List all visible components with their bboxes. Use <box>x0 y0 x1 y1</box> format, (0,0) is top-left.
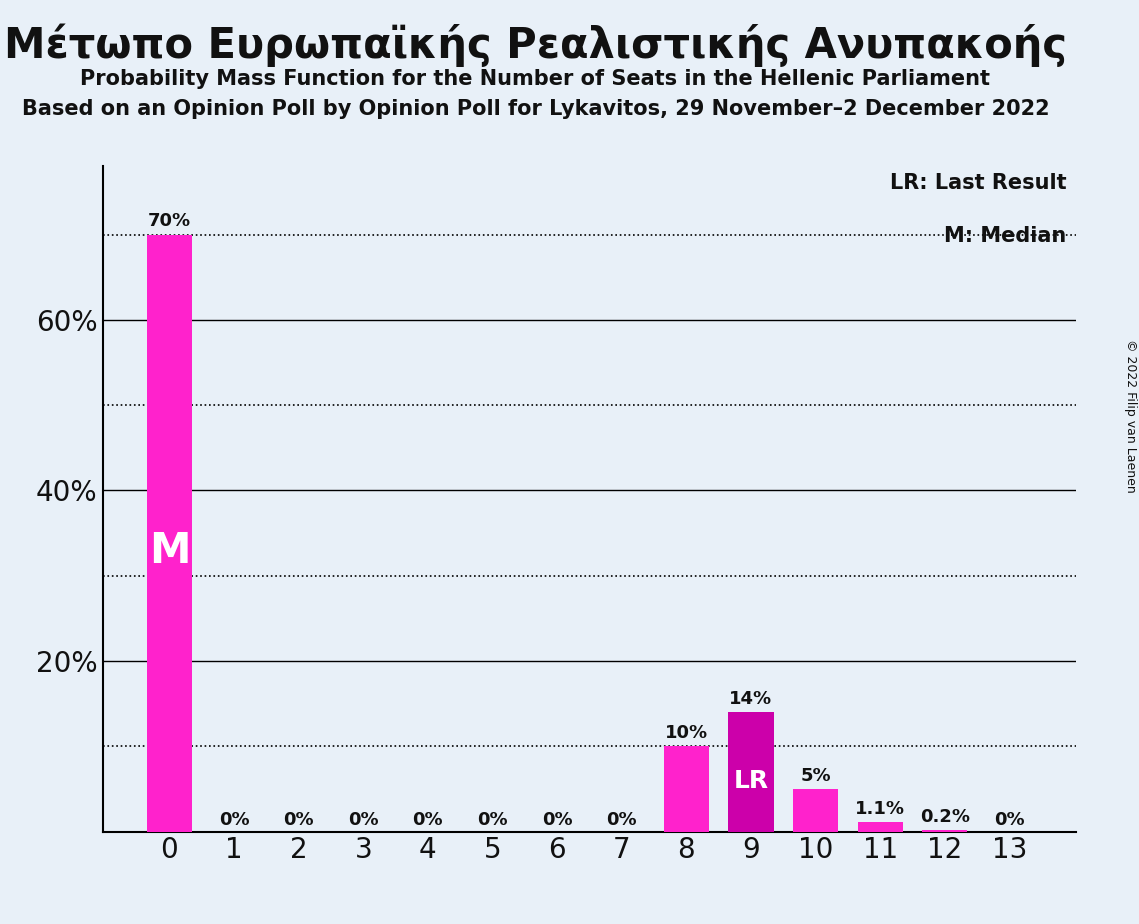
Text: 0%: 0% <box>606 811 637 829</box>
Text: 0%: 0% <box>284 811 314 829</box>
Text: 0%: 0% <box>347 811 378 829</box>
Bar <box>728 712 773 832</box>
Text: LR: LR <box>734 770 769 794</box>
Text: 0%: 0% <box>994 811 1025 829</box>
Text: © 2022 Filip van Laenen: © 2022 Filip van Laenen <box>1124 339 1137 492</box>
Bar <box>858 822 903 832</box>
Text: 0%: 0% <box>542 811 573 829</box>
Text: 0%: 0% <box>219 811 249 829</box>
Text: 0.2%: 0.2% <box>920 808 969 826</box>
Text: Probability Mass Function for the Number of Seats in the Hellenic Parliament: Probability Mass Function for the Number… <box>81 69 990 90</box>
Bar <box>147 235 192 832</box>
Text: LR: Last Result: LR: Last Result <box>890 173 1066 193</box>
Bar <box>793 789 838 832</box>
Text: 5%: 5% <box>801 767 831 784</box>
Text: 14%: 14% <box>729 690 772 708</box>
Text: Μέτωπο Ευρωπαϊκής Ρεαλιστικής Ανυπακοής: Μέτωπο Ευρωπαϊκής Ρεαλιστικής Ανυπακοής <box>3 23 1067 67</box>
Bar <box>664 747 708 832</box>
Text: 70%: 70% <box>148 213 191 230</box>
Text: Based on an Opinion Poll by Opinion Poll for Lykavitos, 29 November–2 December 2: Based on an Opinion Poll by Opinion Poll… <box>22 99 1049 119</box>
Text: 0%: 0% <box>477 811 508 829</box>
Text: 1.1%: 1.1% <box>855 800 906 818</box>
Bar <box>923 830 967 832</box>
Text: 0%: 0% <box>412 811 443 829</box>
Text: M: Median: M: Median <box>944 226 1066 246</box>
Text: M: M <box>149 530 190 572</box>
Text: 10%: 10% <box>665 724 708 742</box>
